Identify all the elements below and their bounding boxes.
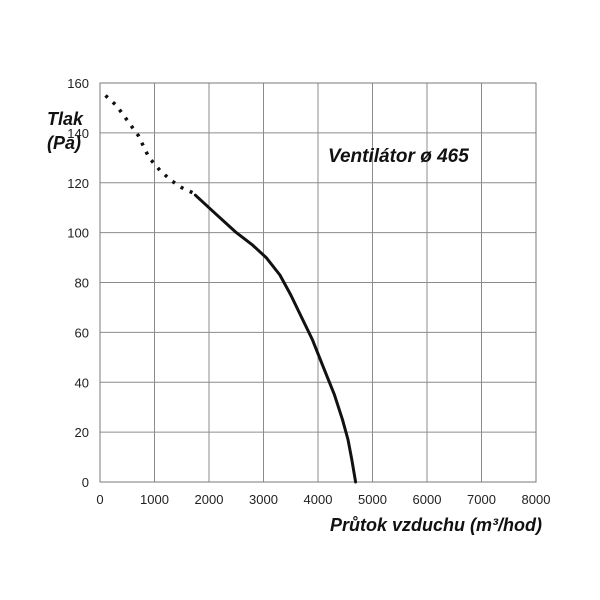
curve-dotted-segment: [104, 94, 194, 195]
curve-solid-segment: [193, 193, 358, 484]
y-tick-label: 120: [67, 176, 89, 191]
y-tick-label: 0: [82, 475, 89, 490]
y-tick-label: 160: [67, 76, 89, 91]
x-tick-label: 2000: [195, 492, 224, 507]
series: [104, 94, 358, 484]
y-axis-title-line2: (Pa): [47, 133, 81, 153]
x-tick-label: 8000: [522, 492, 551, 507]
y-axis-ticks: 0 20 40 60 80 100 120 140 160: [67, 76, 89, 490]
x-tick-label: 7000: [467, 492, 496, 507]
x-tick-label: 1000: [140, 492, 169, 507]
x-axis-title: Průtok vzduchu (m³/hod): [330, 515, 542, 535]
y-tick-label: 20: [75, 425, 89, 440]
y-axis-title-line1: Tlak: [47, 109, 84, 129]
x-tick-label: 0: [96, 492, 103, 507]
x-tick-label: 3000: [249, 492, 278, 507]
y-tick-label: 80: [75, 276, 89, 291]
y-tick-label: 100: [67, 226, 89, 241]
y-tick-label: 40: [75, 375, 89, 390]
y-tick-label: 60: [75, 325, 89, 340]
x-tick-label: 5000: [358, 492, 387, 507]
chart-annotation: Ventilátor ø 465: [328, 146, 469, 167]
grid: [99, 82, 537, 483]
x-tick-label: 4000: [304, 492, 333, 507]
plot-frame: [99, 82, 537, 483]
x-tick-label: 6000: [413, 492, 442, 507]
y-tick-label: 140: [67, 126, 89, 141]
x-axis-ticks: 0 1000 2000 3000 4000 5000 6000 7000 8000: [96, 492, 550, 507]
